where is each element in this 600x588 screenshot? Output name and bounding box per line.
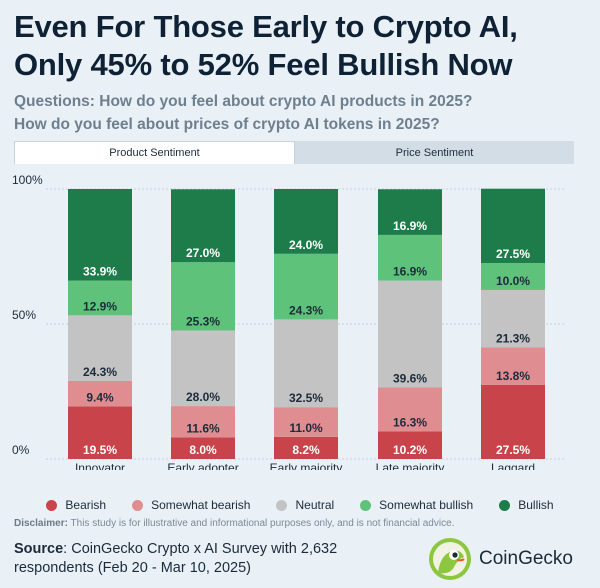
legend-label-neutral: Neutral [295, 498, 335, 512]
data-label: 33.9% [83, 265, 117, 279]
disclaimer: Disclaimer: This study is for illustrati… [14, 518, 594, 529]
bar-segment [481, 289, 545, 348]
data-label: 24.3% [83, 365, 117, 379]
bar-segment [274, 319, 338, 408]
legend-label-bullish: Bullish [518, 498, 554, 512]
legend-item-bearish: Bearish [46, 497, 106, 513]
data-label: 28.0% [186, 390, 220, 404]
bar-segment [378, 189, 442, 235]
legend-item-somewhat-bullish: Somewhat bullish [360, 497, 473, 513]
source-label: Source [14, 541, 64, 557]
data-label: 19.5% [83, 443, 117, 457]
data-label: 32.5% [289, 391, 323, 405]
data-label: 12.9% [83, 299, 117, 313]
bar-segment [378, 387, 442, 432]
y-tick-label: 50% [12, 308, 36, 322]
bar-segment [171, 189, 235, 263]
bar-segment [171, 437, 235, 459]
data-label: 10.0% [496, 274, 530, 288]
bar-segment [68, 406, 132, 459]
brand: CoinGecko [428, 537, 573, 581]
legend-label-somewhat-bearish: Somewhat bearish [151, 498, 251, 512]
data-label: 24.3% [289, 303, 323, 317]
tab-price-sentiment[interactable]: Price Sentiment [295, 141, 574, 164]
question-prices: How do you feel about prices of crypto A… [14, 116, 440, 133]
bar-segment [378, 431, 442, 459]
bar-segment [274, 253, 338, 320]
tab-bar: Product Sentiment Price Sentiment [14, 141, 574, 164]
legend-item-bullish: Bullish [499, 497, 554, 513]
x-tick-label: Late majority [376, 461, 445, 470]
legend: Bearish Somewhat bearish Neutral Somewha… [0, 497, 600, 513]
question-products: Questions: How do you feel about crypto … [14, 93, 473, 110]
bar-segment [378, 280, 442, 388]
bar-segment [481, 262, 545, 290]
legend-dot-bearish [46, 499, 58, 511]
legend-dot-somewhat-bearish [132, 499, 144, 511]
stacked-bar-chart: 0% 50% 100% 19.5% 9.4% 24.3% 12.9% 33.9% Innovat… [12, 173, 566, 470]
data-label: 9.4% [86, 390, 114, 404]
data-label: 16.9% [393, 265, 427, 279]
legend-dot-somewhat-bullish [360, 499, 372, 511]
data-label: 11.0% [289, 421, 323, 435]
bar-segment [171, 262, 235, 331]
bar-segment [481, 384, 545, 459]
brand-name: CoinGecko [479, 548, 573, 569]
legend-dot-bullish [499, 499, 511, 511]
questions: Questions: How do you feel about crypto … [14, 90, 594, 136]
source-text: : CoinGecko Crypto x AI Survey with 2,63… [14, 541, 338, 576]
data-label: 11.6% [186, 421, 220, 435]
data-label: 39.6% [393, 371, 427, 385]
x-tick-label: Laggard [491, 461, 535, 470]
data-label: 27.0% [186, 246, 220, 260]
bar-segment [171, 330, 235, 407]
data-label: 24.0% [289, 238, 323, 252]
data-label: 16.3% [393, 415, 427, 429]
x-tick-label: Innovator [75, 461, 125, 470]
data-label: 10.2% [393, 443, 427, 457]
legend-item-neutral: Neutral [276, 497, 334, 513]
legend-label-bearish: Bearish [65, 498, 107, 512]
data-label: 27.5% [496, 247, 530, 261]
bar-segment [481, 188, 545, 263]
legend-label-somewhat-bullish: Somewhat bullish [379, 498, 474, 512]
tab-product-sentiment[interactable]: Product Sentiment [14, 141, 295, 164]
data-label: 8.2% [292, 443, 320, 457]
data-label: 21.3% [496, 331, 530, 345]
x-tick-label: Early majority [270, 461, 343, 470]
data-label: 27.5% [496, 443, 530, 457]
legend-dot-neutral [276, 499, 288, 511]
bar-segment [481, 347, 545, 385]
disclaimer-label: Disclaimer: [14, 518, 68, 529]
y-tick-label: 100% [12, 173, 43, 187]
bar-segment [68, 380, 132, 407]
bar-segment [378, 234, 442, 281]
y-tick-label: 0% [12, 443, 30, 457]
data-label: 13.8% [496, 369, 530, 383]
bar-segment [68, 315, 132, 381]
data-label: 8.0% [189, 443, 217, 457]
bar-segment [171, 406, 235, 438]
bar-segment [274, 407, 338, 437]
bar-segment [68, 280, 132, 316]
bar-segment [274, 436, 338, 459]
chart-title: Even For Those Early to Crypto AI, Only … [14, 9, 518, 82]
bar-segment [68, 189, 132, 281]
data-label: 16.9% [393, 219, 427, 233]
legend-item-somewhat-bearish: Somewhat bearish [132, 497, 250, 513]
data-label: 25.3% [186, 314, 220, 328]
disclaimer-text: This study is for illustrative and infor… [67, 518, 455, 529]
source-note: Source: CoinGecko Crypto x AI Survey wit… [14, 540, 394, 578]
coingecko-logo-icon [429, 538, 471, 580]
bar-segment [274, 189, 338, 254]
x-tick-label: Early adopter [167, 461, 238, 470]
